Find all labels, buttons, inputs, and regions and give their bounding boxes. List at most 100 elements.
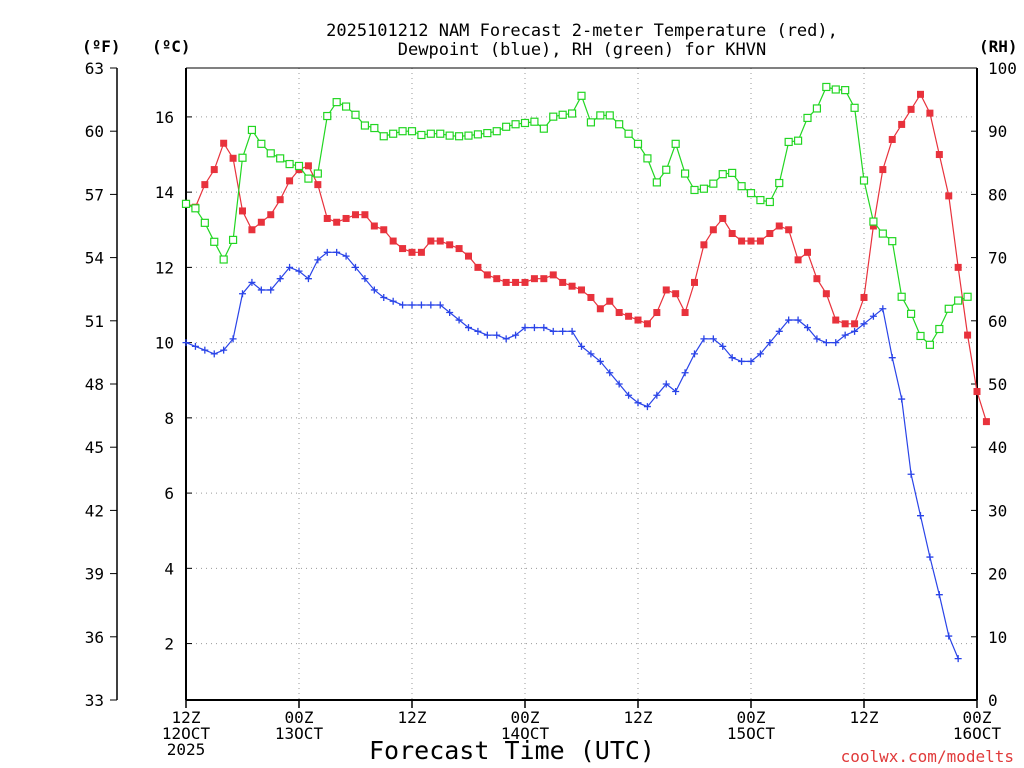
dewpoint-point (681, 369, 689, 377)
temperature-point (587, 293, 595, 301)
rh-point (822, 82, 831, 92)
temperature-point (907, 105, 915, 113)
rh-series-line (185, 86, 968, 346)
rh-point (464, 131, 473, 140)
fahrenheit-unit-label: (ºF) (82, 37, 121, 56)
temperature-point (512, 278, 520, 286)
rh-point (228, 235, 238, 245)
rh-point (596, 111, 605, 120)
temperature-point (615, 309, 623, 317)
rh-point (238, 153, 247, 162)
temperature-point (869, 222, 877, 230)
rh-point (332, 98, 341, 107)
dewpoint-point (304, 275, 312, 283)
temperature-point (220, 139, 228, 147)
rh-point (360, 121, 370, 130)
temperature-point (813, 275, 821, 283)
temperature-point (257, 218, 265, 226)
temperature-point (408, 248, 416, 256)
rh-point (793, 136, 803, 145)
temperature-point (352, 211, 359, 219)
chart-title-line1: 2025101212 NAM Forecast 2-meter Temperat… (326, 21, 838, 41)
rh-point (577, 91, 586, 100)
dewpoint-point (606, 369, 614, 377)
time-tick-label: 15OCT (727, 724, 776, 743)
rh-point (897, 292, 906, 301)
dewpoint-point (700, 335, 708, 343)
dewpoint-point (276, 275, 284, 283)
dewpoint-point (888, 354, 896, 362)
temperature-point (530, 275, 538, 283)
dewpoint-point (935, 591, 943, 599)
rh-point (888, 237, 897, 246)
dewpoint-point (248, 278, 256, 286)
rh-point (530, 117, 539, 126)
dewpoint-point (926, 553, 934, 561)
rh-tick-label: 100 (988, 59, 1017, 78)
dewpoint-point (286, 263, 294, 271)
temperature-point (794, 256, 802, 264)
dewpoint-point (257, 286, 265, 294)
temperature-point (342, 214, 350, 222)
temperature-point (747, 237, 755, 245)
dewpoint-point (709, 335, 717, 343)
temperature-point (700, 241, 708, 249)
temperature-point (304, 162, 312, 170)
temperature-point (898, 120, 906, 128)
dewpoint-point (747, 357, 755, 365)
rh-point (417, 130, 426, 140)
rh-point (200, 218, 209, 227)
dewpoint-point (578, 342, 585, 350)
temperature-point (446, 241, 454, 249)
rh-tick-label: 40 (988, 438, 1007, 457)
dewpoint-point (898, 395, 906, 403)
temperature-point (493, 275, 501, 283)
rh-tick-label: 80 (988, 185, 1007, 204)
rh-point (671, 139, 680, 148)
temperature-point (380, 226, 388, 234)
temperature-point (474, 263, 482, 271)
time-tick-label: 12Z (624, 708, 653, 727)
temperature-point (935, 151, 943, 159)
dewpoint-point (530, 324, 538, 332)
rh-point (445, 131, 454, 140)
dewpoint-point (549, 327, 557, 335)
dewpoint-point (775, 327, 783, 335)
temperature-point (559, 278, 567, 286)
dewpoint-point (417, 301, 425, 309)
rh-point (294, 161, 304, 171)
dewpoint-point (210, 350, 218, 358)
rh-point (567, 109, 577, 118)
dewpoint-point (239, 290, 246, 298)
temperature-point (851, 320, 859, 328)
temperature-point (860, 293, 868, 301)
rh-point (389, 129, 398, 138)
temperature-point (521, 278, 529, 286)
rh-point (379, 132, 388, 141)
temperature-point (578, 286, 585, 294)
rh-point (624, 129, 633, 138)
rh-point (652, 178, 661, 187)
rh-point (191, 204, 200, 213)
dewpoint-point (662, 380, 670, 388)
fahrenheit-tick-label: 39 (85, 565, 104, 584)
temperature-point (210, 166, 218, 174)
dewpoint-point (785, 316, 793, 324)
rh-point (775, 178, 784, 188)
fahrenheit-tick-label: 42 (85, 501, 104, 520)
rh-point (878, 229, 887, 238)
temperature-point (841, 320, 849, 328)
temperature-point (945, 192, 953, 200)
dewpoint-point (267, 286, 275, 294)
dewpoint-point (540, 324, 548, 332)
dewpoint-point (643, 403, 651, 411)
temperature-point (804, 248, 811, 256)
dewpoint-point (672, 388, 680, 396)
temperature-point (634, 316, 642, 324)
dewpoint-point (408, 301, 416, 309)
rh-point (407, 127, 417, 136)
temperature-point (709, 226, 717, 234)
celsius-tick-label: 14 (155, 183, 174, 202)
rh-point (756, 195, 765, 205)
